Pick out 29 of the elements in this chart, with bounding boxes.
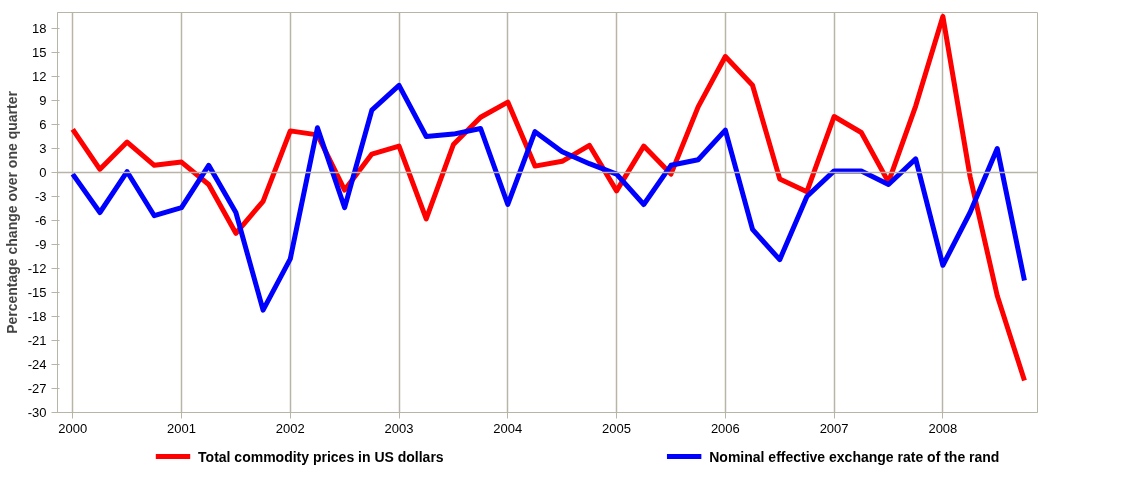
x-tick-label: 2007 — [819, 420, 849, 436]
y-tick-label: -12 — [27, 261, 47, 276]
y-tick-label: -9 — [34, 237, 47, 252]
y-tick-label: -18 — [27, 309, 47, 324]
x-tick-label: 2008 — [928, 420, 958, 436]
x-tick-label: 2000 — [58, 420, 88, 436]
x-tick-label: 2004 — [493, 420, 523, 436]
y-tick-label: -30 — [27, 405, 47, 420]
y-tick-label: 9 — [39, 93, 47, 108]
y-tick-label: 15 — [32, 45, 47, 60]
x-tick-label: 2002 — [275, 420, 305, 436]
y-tick-label: -3 — [34, 189, 47, 204]
x-tick-label: 2005 — [602, 420, 632, 436]
x-tick-label: 2006 — [710, 420, 740, 436]
y-tick-label: -6 — [34, 213, 47, 228]
y-tick-label: 3 — [39, 141, 47, 156]
y-tick-label: -24 — [27, 357, 47, 372]
y-axis-title: Percentage change over one quarter — [3, 90, 20, 334]
x-tick-label: 2003 — [384, 420, 414, 436]
y-tick-label: -15 — [27, 285, 47, 300]
y-tick-label: 18 — [32, 21, 47, 36]
x-tick-label: 2001 — [167, 420, 196, 436]
legend-label: Nominal effective exchange rate of the rand — [709, 448, 1000, 465]
y-tick-label: 0 — [39, 165, 47, 180]
y-tick-label: -27 — [27, 381, 47, 396]
y-tick-label: 6 — [39, 117, 47, 132]
y-tick-label: 12 — [32, 69, 47, 84]
y-tick-label: -21 — [27, 333, 47, 348]
legend-label: Total commodity prices in US dollars — [198, 448, 444, 465]
